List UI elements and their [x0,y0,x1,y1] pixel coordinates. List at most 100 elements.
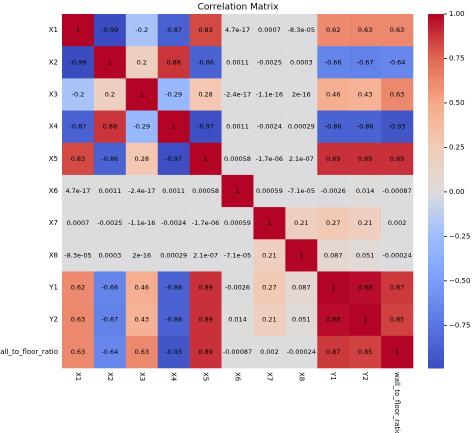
colorbar-segment [428,67,444,71]
heatmap-cell [285,142,318,176]
heatmap-cell [317,207,350,240]
colorbar-segment [428,28,444,33]
colorbar-segment [428,285,444,289]
cell-label: -0.99 [101,26,118,34]
heatmap-cell [285,110,318,144]
colorbar-segment [428,220,444,224]
cell-label: 0.43 [358,90,372,98]
colorbar-tick-label: 0.75 [449,54,465,62]
cell-label: -0.66 [101,284,118,292]
heatmap-cell [349,303,382,337]
heatmap-cell [157,174,190,208]
colorbar-segment [428,87,444,92]
colorbar-segment [428,341,444,345]
colorbar-segment [428,111,444,115]
cell-label: 2.1e-07 [193,251,218,259]
heatmap-cell [93,78,127,111]
colorbar-segment [428,117,444,121]
heatmap-cell [157,78,190,111]
cell-label: -0.0026 [225,284,250,292]
colorbar-segment [428,43,444,47]
cell-label: 0.002 [260,348,279,356]
colorbar-segment [428,199,444,204]
heatmap-cell [93,110,127,144]
heatmap-cell [381,239,414,272]
cell-label: -8.3e-05 [288,26,315,34]
heatmap-cell [253,303,286,337]
cell-label: 1 [235,187,239,195]
colorbar-segment [428,155,444,160]
cell-label: 0.0011 [226,123,249,131]
heatmap-cell [349,207,382,240]
colorbar-segment [428,161,444,165]
cell-label: 1 [140,90,144,98]
heatmap-cell [381,142,414,176]
x-tick-label: X3 [138,372,146,381]
x-tick-label: X8 [297,372,305,381]
cell-label: 0.88 [166,58,180,66]
colorbar-segment [428,58,444,62]
heatmap-cell [253,335,286,369]
y-tick-label: Y1 [48,284,58,292]
heatmap-cell [317,174,350,208]
colorbar-segment [428,70,444,74]
y-tick-label: X6 [49,187,59,195]
cell-label: 0.28 [135,155,149,163]
cell-label: 2.1e-07 [289,155,314,163]
cell-label: 0.83 [71,155,85,163]
cell-label: 0.63 [390,90,404,98]
colorbar-segment [428,320,444,325]
heatmap-cell [285,78,318,111]
cell-label: 0.0007 [67,219,90,227]
colorbar-segment [428,282,444,286]
heatmap-cell [349,14,382,47]
heatmap-cell [62,239,95,272]
cell-label: -0.97 [197,123,214,131]
colorbar-tick-label: −0.50 [449,277,470,285]
cell-label: 0.46 [326,90,340,98]
heatmap-cell [157,142,190,176]
heatmap-cell [189,110,222,144]
colorbar-segment [428,16,444,21]
heatmap-cell [93,142,127,176]
colorbar-segment [428,188,444,192]
colorbar-segment [428,338,444,342]
heatmap-cell [157,46,190,79]
heatmap-cell [317,46,350,79]
cell-label: -0.87 [70,123,87,131]
colorbar-segment [428,241,444,245]
colorbar-segment [428,306,444,310]
cell-label: -0.0026 [321,187,346,195]
heatmap-cell [93,207,127,240]
cell-label: -0.93 [165,348,182,356]
cell-label: 0.00058 [224,155,251,163]
heatmap-cell [317,14,350,47]
colorbar-segment [428,22,444,27]
colorbar-segment [428,365,444,369]
colorbar-segment [428,303,444,307]
heatmap-cell [125,110,159,144]
colorbar-segment [428,19,444,24]
heatmap-cell [381,78,414,111]
cell-label: 0.0011 [162,187,185,195]
heatmap-cell [62,207,95,240]
colorbar-segment [428,291,444,295]
heatmap-cell [189,142,222,176]
x-tick-label: X4 [170,372,178,382]
heatmap-cell [285,207,318,240]
cell-label: 0.014 [356,187,375,195]
heatmap-cell [349,142,382,176]
heatmap-cell [381,46,414,79]
cell-label: -2.4e-17 [128,187,155,195]
colorbar-segment [428,31,444,36]
cell-label: 0.87 [390,284,404,292]
cell-label: 0.63 [358,26,372,34]
cell-label: 0.89 [326,155,340,163]
colorbar-segment [428,120,444,124]
colorbar-segment [428,309,444,313]
colorbar-segment [428,170,444,174]
cell-label: -0.86 [197,58,214,66]
colorbar-segment [428,226,444,230]
heatmap-cell [62,142,95,176]
colorbar-segment [428,123,444,127]
